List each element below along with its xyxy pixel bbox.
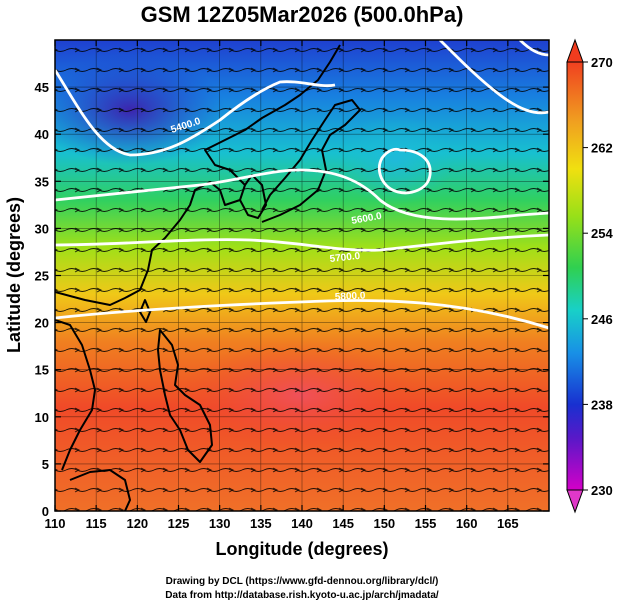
colorbar: 270 262 254 246 238 230 [566,38,613,514]
contour-5800 [55,299,549,330]
x-tick-label: 130 [209,516,231,531]
credit-data-source: Data from http://database.rish.kyoto-u.a… [165,590,439,601]
lat-lon-grid [55,40,549,511]
y-tick-label: 35 [35,174,49,189]
x-tick-label: 145 [332,516,354,531]
credit-dcl: Drawing by DCL (https://www.gfd-dennou.o… [166,576,439,587]
colorbar-bottom-arrow [566,489,584,514]
y-axis: 0 5 10 15 20 25 30 35 40 45 [35,80,549,519]
coastlines [55,44,361,511]
colorbar-tick-label: 246 [591,312,613,327]
colorbar-tick-label: 270 [591,55,613,70]
y-tick-label: 30 [35,221,49,236]
x-tick-label: 115 [86,516,107,531]
contour-label-5800: 5800.0 [335,290,367,303]
colorbar-scale [566,61,584,491]
contour-label-5600: 5600.0 [351,211,383,227]
x-tick-label: 155 [415,516,437,531]
x-tick-label: 135 [250,516,272,531]
contour-5700-ne [519,40,549,57]
y-tick-label: 25 [35,269,49,284]
colorbar-top-arrow [566,38,584,63]
colorbar-tick-label: 254 [591,226,613,241]
philippines-coast [157,329,213,463]
contour-5700 [55,233,549,252]
y-tick-label: 15 [35,363,49,378]
x-axis: 110 115 120 125 130 135 140 145 150 155 160 165 [45,40,519,531]
y-axis-title: Latitude (degrees) [4,197,24,353]
colorbar-tick-label: 238 [591,397,613,412]
japan-coast [261,99,361,223]
contour-5800-ne [439,40,549,115]
x-tick-label: 165 [497,516,519,531]
x-tick-label: 160 [456,516,478,531]
map-title: GSM 12Z05Mar2026 (500.0hPa) [141,2,464,27]
y-tick-label: 45 [35,80,49,95]
height-contours [55,40,549,330]
y-tick-label: 5 [42,457,49,472]
colorbar-tick-label: 230 [591,483,613,498]
x-tick-label: 120 [126,516,148,531]
x-tick-label: 110 [45,516,66,531]
colorbar-ticks: 270 262 254 246 238 230 [583,55,613,498]
indochina-coast [55,319,96,471]
contour-5600 [55,168,549,221]
y-tick-label: 20 [35,316,49,331]
taiwan-coast [139,299,151,323]
y-tick-label: 10 [35,410,49,425]
colorbar-tick-label: 262 [591,141,613,156]
borneo-coast [69,469,131,511]
x-axis-title: Longitude (degrees) [215,539,388,559]
x-tick-label: 140 [291,516,313,531]
contour-5400 [55,69,336,157]
x-tick-label: 125 [168,516,190,531]
asia-coast [55,44,341,306]
x-tick-label: 150 [373,516,395,531]
y-tick-label: 40 [35,127,49,142]
plot-area: 5400.0 5600.0 5700.0 5800.0 [55,40,549,511]
contour-label-5700: 5700.0 [329,251,361,265]
y-tick-label: 0 [42,504,49,519]
contour-5400-ring [377,147,432,195]
